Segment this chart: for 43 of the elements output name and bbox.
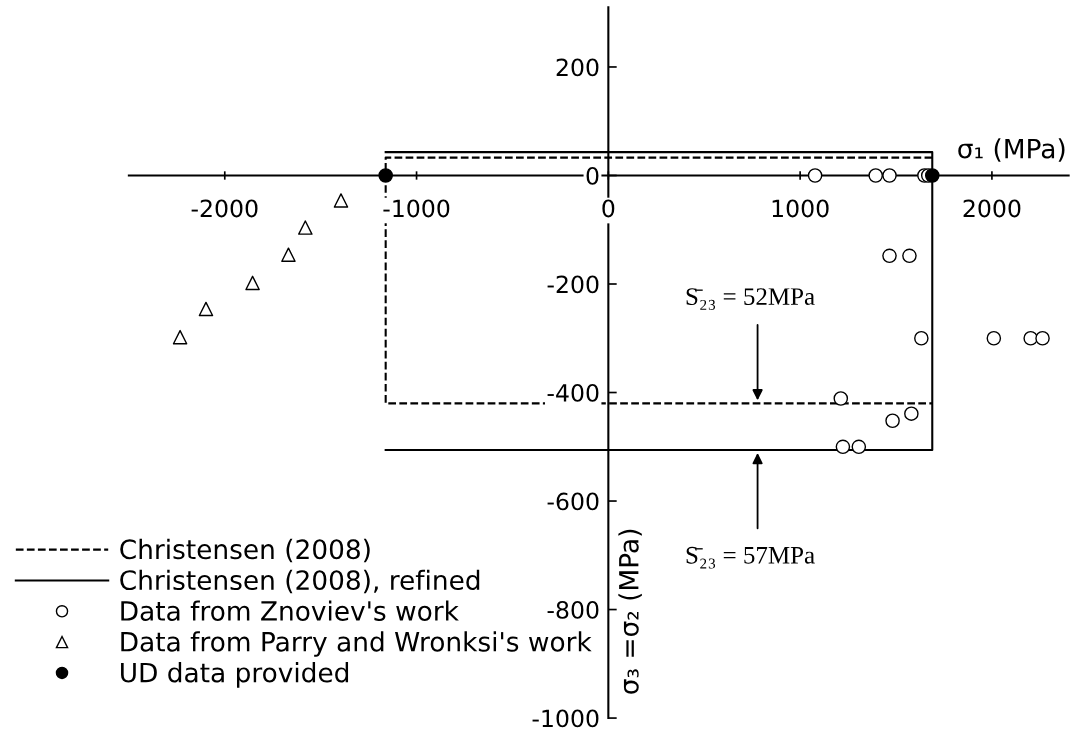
point	[902, 248, 917, 264]
point	[378, 168, 393, 183]
point	[986, 330, 1002, 346]
point	[298, 220, 313, 235]
legend-label: Data from Znoviev's work	[121, 600, 459, 621]
y-tick-label: -600	[547, 492, 599, 511]
point	[882, 248, 897, 264]
x-tick-label: 1000	[772, 199, 829, 218]
point	[851, 439, 867, 455]
point	[833, 391, 849, 406]
annotation: S̄₂₃ = 52MPa	[686, 288, 815, 310]
x-tick-label: -1000	[383, 199, 450, 218]
y-axis-title: σ₃ =σ₂ (MPa)	[618, 529, 642, 694]
point	[1023, 330, 1038, 346]
legend-label: Christensen (2008), refined	[120, 569, 480, 594]
point	[172, 329, 188, 345]
y-tick-label: 200	[556, 58, 599, 77]
y-tick-label: -800	[547, 601, 599, 619]
point	[807, 168, 823, 183]
point	[914, 330, 929, 346]
point	[904, 406, 919, 421]
point	[198, 301, 214, 317]
legend-label: Data from Parry and Wronksi's work	[121, 631, 592, 657]
x-tick-label: 0	[602, 199, 615, 218]
point	[835, 439, 851, 455]
point	[868, 168, 883, 183]
point	[281, 247, 296, 262]
point	[333, 193, 349, 208]
x-tick-label: -2000	[191, 199, 258, 218]
y-tick-label: -200	[547, 275, 599, 294]
y-tick-label: -1000	[532, 709, 599, 728]
x-axis-title: σ₁ (MPa)	[958, 138, 1065, 162]
y-tick-label: -400	[547, 383, 599, 402]
point	[882, 168, 897, 183]
legend-label: Christensen (2008)	[120, 538, 370, 563]
point	[245, 275, 260, 291]
point	[924, 168, 940, 183]
point	[885, 413, 900, 429]
y-tick-label: 0	[586, 166, 599, 185]
x-tick-label: 2000	[963, 199, 1021, 218]
annotation: S̄₂₃ = 57MPa	[686, 546, 815, 569]
point	[1035, 330, 1050, 346]
legend-label: UD data provided	[121, 662, 349, 688]
